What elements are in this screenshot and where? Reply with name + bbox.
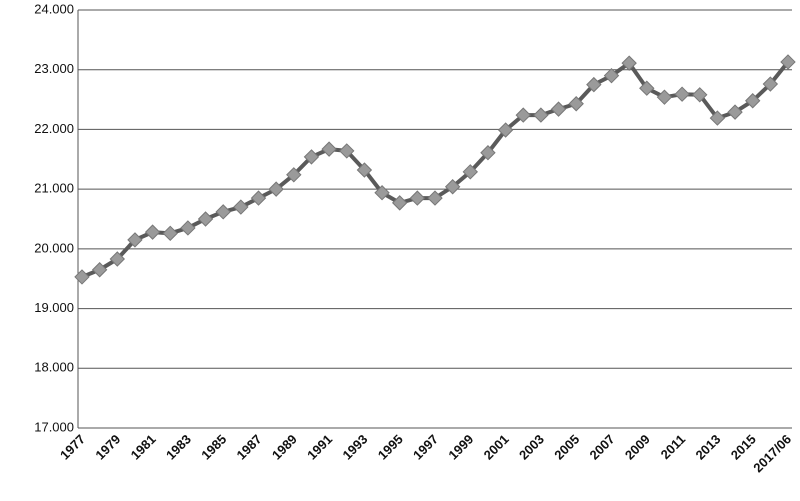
data-point — [268, 181, 284, 197]
y-tick-label: 17.000 — [34, 419, 74, 434]
y-tick-label: 20.000 — [34, 240, 74, 255]
x-tick-label: 2011 — [658, 432, 689, 463]
data-point — [709, 110, 726, 126]
x-tick-label: 2005 — [551, 432, 582, 463]
x-tick-label: 2003 — [516, 432, 547, 463]
data-point — [480, 145, 496, 161]
data-point — [692, 87, 708, 103]
y-tick-label: 24.000 — [34, 1, 74, 16]
x-tick-label: 1995 — [375, 432, 406, 463]
x-tick-label: 2015 — [728, 432, 759, 463]
x-tick-label: 1987 — [234, 432, 265, 463]
data-point — [444, 179, 461, 195]
x-tick-label: 1985 — [198, 432, 229, 463]
data-point — [250, 190, 267, 206]
data-point — [197, 211, 214, 227]
data-point — [621, 55, 637, 71]
data-point — [162, 225, 178, 242]
data-point — [727, 104, 743, 120]
x-tick-label: 2001 — [481, 432, 512, 463]
x-tick-label: 2017/06 — [750, 432, 794, 476]
x-tick-label: 1991 — [304, 432, 335, 463]
data-point — [127, 232, 143, 248]
data-point — [603, 67, 620, 84]
data-point — [144, 224, 161, 240]
y-tick-label: 21.000 — [34, 181, 74, 196]
data-point — [462, 164, 479, 180]
x-tick-label: 1977 — [57, 432, 88, 463]
data-point — [427, 190, 443, 206]
data-point — [180, 220, 196, 236]
y-tick-label: 18.000 — [34, 360, 74, 375]
data-point — [586, 76, 602, 93]
data-point — [550, 101, 567, 117]
x-tick-label: 1981 — [128, 432, 159, 463]
x-tick-label: 1993 — [339, 432, 370, 463]
data-point — [762, 76, 779, 92]
data-point — [215, 204, 231, 220]
data-point — [109, 251, 126, 267]
x-tick-label: 2009 — [622, 432, 653, 463]
data-point — [533, 107, 549, 123]
data-point — [497, 122, 514, 138]
x-tick-label: 2013 — [692, 432, 723, 463]
y-tick-label: 23.000 — [34, 61, 74, 76]
data-point — [639, 80, 655, 96]
data-point — [744, 93, 761, 109]
x-tick-label: 2007 — [587, 432, 618, 463]
data-point — [780, 54, 796, 70]
data-point — [656, 89, 673, 105]
data-point — [409, 190, 426, 206]
data-point — [515, 107, 531, 123]
y-tick-label: 19.000 — [34, 300, 74, 315]
y-tick-label: 22.000 — [34, 121, 74, 136]
data-point — [321, 141, 337, 157]
data-point — [339, 143, 355, 159]
data-point — [91, 262, 108, 278]
x-tick-label: 1979 — [92, 432, 123, 463]
x-tick-label: 1983 — [163, 432, 194, 463]
x-tick-label: 1989 — [269, 432, 300, 463]
x-tick-label: 1997 — [410, 432, 441, 463]
data-point — [74, 269, 90, 285]
data-point — [568, 96, 584, 112]
x-tick-label: 1999 — [445, 432, 476, 463]
data-point — [391, 195, 408, 211]
data-point — [286, 167, 302, 183]
data-point — [356, 162, 373, 178]
data-point — [303, 149, 320, 165]
data-point — [233, 199, 249, 215]
data-point — [674, 86, 690, 102]
data-point — [374, 185, 390, 201]
